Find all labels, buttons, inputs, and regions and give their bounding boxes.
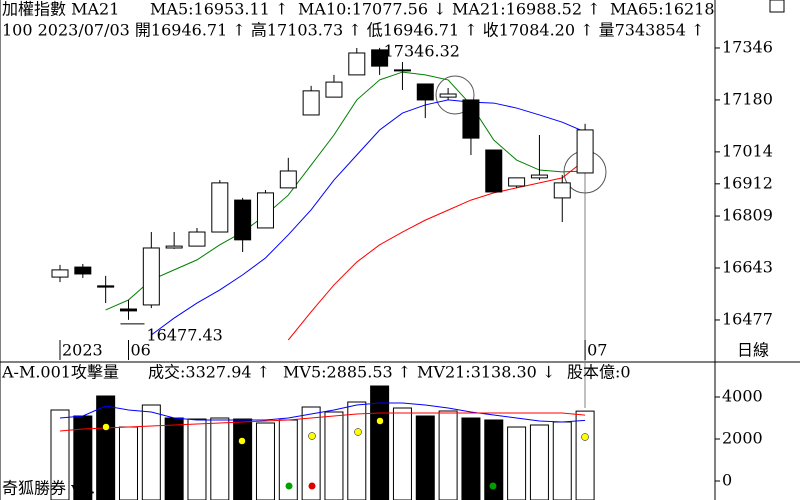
- candle-body: [553, 182, 571, 199]
- candle-body: [279, 170, 297, 189]
- y-tick-label: 16477: [722, 309, 773, 328]
- legend-entry: MA5:16953.11 ↑: [150, 0, 288, 19]
- window-button[interactable]: [769, 0, 785, 13]
- signal-dot: [102, 423, 110, 431]
- legend-entry: MA65:16218: [610, 0, 715, 19]
- candle-body: [51, 269, 69, 278]
- y-tick-label: 17014: [722, 141, 773, 160]
- signal-dot: [581, 433, 589, 441]
- volume-bar: [552, 421, 572, 500]
- y-tick-label: 4000: [722, 387, 763, 406]
- volume-bar: [118, 426, 138, 500]
- candle-body: [256, 192, 274, 229]
- candle-body: [325, 81, 343, 98]
- candle-body: [74, 266, 92, 275]
- volume-bar: [507, 426, 527, 500]
- high-annotation: 17346.32: [384, 41, 460, 60]
- chart-title: 加權指數 MA21: [2, 0, 119, 19]
- y-tick-label: 2000: [722, 429, 763, 448]
- x-tick-label: 06: [130, 341, 150, 360]
- volume-title: A-M.001攻擊量: [1, 363, 119, 382]
- volume-bar: [415, 415, 435, 500]
- ma-line: [105, 71, 586, 311]
- signal-dot: [489, 482, 497, 490]
- signal-dot: [308, 482, 316, 490]
- ma-line: [59, 412, 586, 432]
- legend-entry: MV5:2885.53 ↑: [283, 363, 411, 382]
- candle-body: [439, 93, 457, 98]
- legend-entry: MV21:3138.30 ↓: [417, 363, 555, 382]
- ma-line: [287, 159, 586, 341]
- candle-body: [142, 247, 160, 306]
- legend-entry: MA10:17077.56 ↓: [298, 0, 447, 19]
- volume-bar: [347, 401, 367, 500]
- signal-dot: [238, 437, 246, 445]
- volume-bar: [141, 404, 161, 500]
- x-tick-label: 2023: [62, 341, 103, 360]
- period-label: 日線: [737, 341, 769, 360]
- low-annotation: 16477.43: [146, 325, 222, 344]
- footer: 奇狐勝券 v5.2: [2, 479, 106, 498]
- volume-bar: [233, 418, 253, 500]
- candle-body: [188, 231, 206, 247]
- candle-body: [393, 69, 411, 72]
- y-tick-label: 16809: [722, 206, 773, 225]
- volume-bar: [301, 406, 321, 500]
- signal-dot: [354, 428, 362, 436]
- y-tick-label: 16912: [722, 173, 773, 192]
- volume-bar: [438, 410, 458, 500]
- candle-body: [119, 308, 137, 312]
- signal-dot: [308, 432, 316, 440]
- candle-body: [485, 149, 503, 193]
- volume-bar: [370, 385, 390, 500]
- y-tick-label: 0: [722, 470, 732, 489]
- candle-body: [530, 174, 548, 179]
- candle-body: [576, 129, 594, 174]
- candle-body: [211, 182, 229, 233]
- volume-bar: [529, 424, 549, 500]
- volume-bar: [255, 422, 275, 500]
- candle-body: [302, 90, 320, 116]
- volume-bar: [50, 409, 70, 500]
- signal-dot: [376, 417, 384, 425]
- legend-entry: 成交:3327.94 ↑: [148, 363, 270, 382]
- ma-line: [151, 99, 586, 336]
- candle-body: [234, 199, 252, 241]
- candle-body: [462, 99, 480, 139]
- y-tick-label: 17346: [722, 37, 773, 56]
- candle-body: [348, 52, 366, 76]
- x-tick-label: 07: [587, 341, 607, 360]
- volume-bar: [324, 411, 344, 500]
- candle-body: [416, 83, 434, 101]
- volume-bar: [461, 417, 481, 500]
- candle-body: [508, 177, 526, 187]
- volume-bar: [187, 418, 207, 500]
- legend-entry: 股本億:0: [567, 363, 631, 382]
- candle-body: [165, 245, 183, 249]
- y-tick-label: 16643: [722, 258, 773, 277]
- highlight-circle: [435, 75, 475, 115]
- y-tick-label: 17180: [722, 89, 773, 108]
- volume-bar: [164, 417, 184, 500]
- price-info: 100 2023/07/03 開16946.71 ↑ 高17103.73 ↑ 低…: [2, 21, 704, 40]
- signal-dot: [285, 482, 293, 490]
- ma-line: [59, 402, 586, 423]
- candle-body: [97, 285, 115, 288]
- volume-bar: [210, 417, 230, 500]
- candle-body: [371, 49, 389, 67]
- volume-bar: [575, 410, 595, 500]
- legend-entry: MA21:16988.52 ↑: [452, 0, 601, 19]
- volume-bar: [392, 407, 412, 500]
